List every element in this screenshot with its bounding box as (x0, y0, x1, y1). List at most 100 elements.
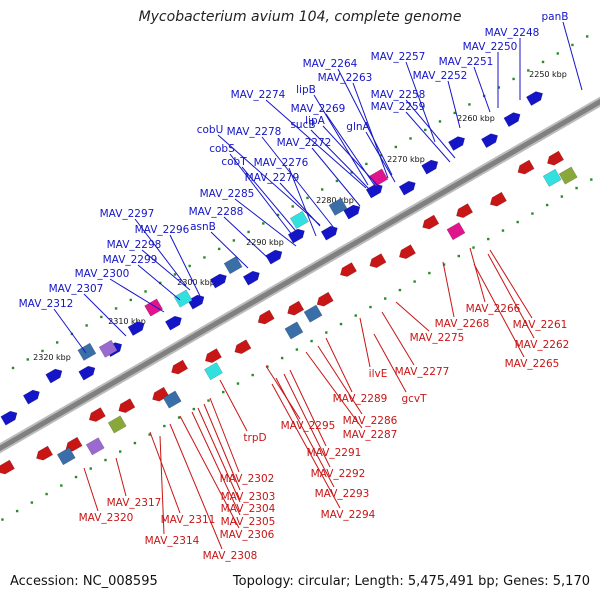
reverse-gene-arrow (340, 262, 358, 277)
forward-gene-label: MAV_2264 (303, 58, 358, 70)
reverse-gene-label: gcvT (401, 393, 427, 405)
tick-dot (501, 229, 505, 232)
tick-label: 2260 kbp (457, 114, 495, 123)
forward-gene-label: MAV_2248 (485, 27, 540, 39)
forward-label-leader (447, 80, 461, 129)
forward-label-leader (83, 293, 127, 337)
tick-dot (280, 356, 284, 360)
reverse-label-leader (469, 247, 486, 303)
reverse-label-leader (159, 435, 165, 535)
reverse-label-leader (83, 467, 99, 512)
tick-dot (188, 264, 191, 268)
forward-gene-label: MAV_2272 (277, 137, 332, 149)
reverse-label-leader (283, 373, 331, 468)
reverse-gene-label: MAV_2287 (343, 429, 398, 441)
tick-dot (516, 220, 519, 224)
reverse-gene-label: trpD (243, 432, 266, 444)
tick-dot (590, 178, 593, 181)
tick-dot (100, 315, 103, 319)
forward-label-leader (265, 99, 367, 189)
tick-dot (291, 205, 294, 208)
tick-dot (394, 145, 398, 149)
tick-dot (173, 273, 177, 276)
forward-label-leader (241, 166, 301, 237)
reverse-gene-label: MAV_2295 (281, 420, 336, 432)
reverse-gene-arrow (118, 398, 136, 413)
forward-gene-label: MAV_2269 (291, 103, 346, 115)
reverse-gene-arrow (171, 359, 189, 375)
tick-dot (232, 239, 236, 242)
label-leaders (53, 21, 583, 550)
forward-gene-box (98, 339, 118, 358)
reverse-gene-box (303, 304, 323, 323)
forward-gene-arrow (525, 91, 543, 106)
tick-dot (262, 222, 265, 225)
tick-dot (133, 441, 137, 445)
forward-gene-arrow (503, 112, 521, 128)
reverse-gene-arrow (398, 244, 416, 260)
tick-dot (89, 467, 92, 470)
forward-gene-label: cobU (197, 124, 224, 136)
reverse-gene-label: MAV_2304 (221, 503, 276, 515)
reverse-gene-label: MAV_2268 (435, 318, 490, 330)
forward-gene-arrow (320, 225, 338, 241)
tick-label: 2310 kbp (108, 317, 146, 326)
reverse-gene-label: MAV_2308 (203, 550, 258, 562)
tick-label: 2270 kbp (387, 155, 425, 164)
reverse-gene-label: MAV_2266 (466, 303, 521, 315)
forward-gene-arrow (22, 389, 40, 405)
tick-dot (55, 341, 59, 344)
forward-label-leader (137, 264, 181, 301)
reverse-gene-arrow (316, 291, 334, 307)
reverse-gene-label: MAV_2291 (307, 447, 362, 459)
reverse-label-leader (325, 337, 353, 393)
reverse-gene-arrow (36, 445, 54, 461)
forward-label-leader (217, 134, 321, 226)
tick-dot (497, 86, 501, 89)
tick-dot (339, 322, 343, 326)
tick-label: 2300 kbp (177, 278, 215, 287)
reverse-label-leader (115, 457, 127, 497)
tick-dot (144, 290, 147, 293)
tick-dot (30, 501, 34, 504)
reverse-gene-label: MAV_2286 (343, 415, 398, 427)
forward-gene-box (173, 289, 193, 308)
reverse-gene-arrow (257, 309, 275, 325)
reverse-gene-arrow (489, 191, 507, 207)
tick-dot (424, 128, 427, 132)
tick-dot (1, 518, 4, 521)
tick-dot (217, 247, 221, 251)
forward-gene-label: asnB (190, 221, 216, 233)
forward-gene-arrow (265, 249, 283, 265)
tick-dot (487, 237, 490, 241)
tick-dot (247, 230, 250, 234)
forward-gene-label: MAV_2250 (463, 41, 518, 53)
tick-dot (104, 458, 107, 462)
forward-gene-label: MAV_2279 (245, 172, 300, 184)
reverse-label-leader (179, 415, 240, 529)
forward-gene-label: glnA (346, 121, 370, 133)
reverse-label-leader (169, 423, 223, 550)
forward-gene-arrow (0, 410, 18, 426)
forward-gene-arrow (45, 368, 63, 384)
forward-gene-box (144, 298, 164, 317)
reverse-gene-label: MAV_2262 (515, 339, 570, 351)
forward-gene-label: cobT (221, 156, 247, 168)
reverse-gene-arrow (369, 253, 387, 268)
reverse-gene-label: MAV_2302 (220, 473, 275, 485)
reverse-gene-label: MAV_2294 (321, 509, 376, 521)
reverse-gene-arrow (204, 348, 222, 363)
reverse-gene-label: MAV_2261 (513, 319, 568, 331)
tick-dot (531, 212, 534, 215)
reverse-gene-label: MAV_2277 (395, 366, 450, 378)
reverse-gene-label: MAV_2314 (145, 535, 200, 547)
tick-dot (26, 358, 29, 361)
forward-gene-label: panB (542, 11, 569, 23)
forward-gene-label: MAV_2285 (200, 188, 255, 200)
forward-gene-label: MAV_2263 (318, 72, 373, 84)
forward-gene-label: MAV_2296 (135, 224, 190, 236)
tick-dot (320, 188, 324, 191)
tick-dot (163, 424, 166, 428)
